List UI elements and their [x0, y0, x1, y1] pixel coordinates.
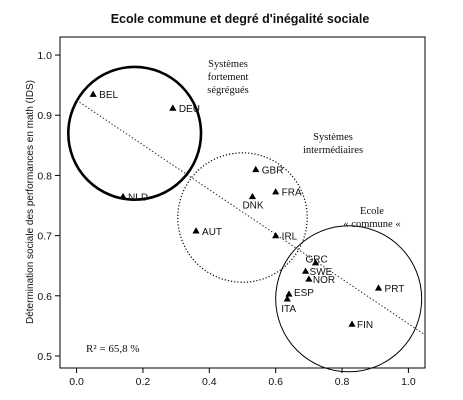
- point-marker-gbr: [252, 165, 260, 173]
- point-label-prt: PRT: [385, 284, 405, 295]
- group-label-0-line-1: fortement: [208, 72, 249, 83]
- point-label-irl: IRL: [282, 232, 298, 243]
- point-marker-bel: [89, 90, 97, 97]
- point-marker-prt: [374, 284, 383, 291]
- point-label-nor: NOR: [313, 275, 335, 286]
- point-marker-irl: [272, 232, 280, 239]
- group-label-1-line-1: intermédiaires: [303, 145, 363, 156]
- point-marker-grc: [311, 259, 320, 266]
- point-marker-deu: [169, 104, 177, 111]
- x-tick-label-4: 0.8: [335, 376, 350, 388]
- y-tick-label-2: 0.7: [37, 231, 52, 243]
- point-marker-swe: [301, 267, 310, 274]
- point-label-fin: FIN: [357, 320, 373, 331]
- point-label-bel: BEL: [99, 90, 118, 101]
- point-marker-dnk: [248, 192, 257, 200]
- group-label-2-line-0: Ecole: [360, 206, 384, 217]
- point-marker-nor: [305, 275, 313, 282]
- regression-line: [76, 99, 426, 336]
- point-marker-ita: [283, 295, 291, 302]
- point-label-dnk: DNK: [242, 200, 263, 211]
- y-axis: 0.5 0.6 0.7 0.8 0.9 1.0: [37, 50, 60, 363]
- point-marker-aut: [192, 227, 200, 234]
- x-tick-label-2: 0.4: [202, 376, 217, 388]
- point-label-ita: ITA: [281, 304, 296, 315]
- point-marker-esp: [285, 290, 293, 297]
- y-tick-label-1: 0.6: [37, 291, 52, 303]
- point-marker-fin: [348, 320, 356, 327]
- x-tick-label-0: 0.0: [69, 376, 84, 388]
- x-tick-label-1: 0.2: [136, 376, 151, 388]
- point-label-aut: AUT: [202, 227, 222, 238]
- point-label-esp: ESP: [294, 288, 314, 299]
- y-tick-label-0: 0.5: [37, 351, 52, 363]
- point-label-gbr: GBR: [262, 165, 284, 176]
- point-label-fra: FRA: [282, 188, 302, 199]
- group-circle-1: [177, 152, 308, 283]
- group-circles: Systèmes fortement ségrégués Systèmes interm…: [66, 59, 423, 373]
- point-marker-nld: [119, 192, 127, 200]
- point-label-deu: DEU: [179, 104, 200, 115]
- point-marker-fra: [272, 188, 280, 195]
- regression-line-layer: [76, 99, 426, 336]
- y-axis-label: Détermination sociale des performances e…: [25, 80, 36, 324]
- x-tick-label-3: 0.6: [268, 376, 283, 388]
- group-label-2-line-1: « commune «: [343, 219, 400, 230]
- point-label-grc: GRC: [306, 255, 328, 266]
- point-label-swe: SWE: [310, 267, 333, 278]
- group-circle-0: [66, 65, 203, 201]
- group-label-1-line-0: Systèmes: [313, 132, 353, 143]
- group-label-0-line-2: ségrégués: [207, 85, 248, 96]
- y-tick-label-4: 0.9: [37, 110, 52, 122]
- r-squared-annotation: R² = 65,8 %: [86, 343, 140, 355]
- group-label-0-line-0: Systèmes: [208, 59, 248, 70]
- plot-frame: [59, 36, 426, 369]
- group-circle-2: [275, 225, 423, 373]
- x-axis: 0.0 0.2 0.4 0.6 0.8 1.0: [69, 368, 416, 388]
- y-tick-label-3: 0.8: [37, 170, 52, 182]
- chart-title: Ecole commune et degré d'inégalité socia…: [111, 12, 370, 26]
- point-label-nld: NLD: [128, 192, 148, 203]
- y-tick-label-5: 1.0: [37, 50, 52, 62]
- x-tick-label-5: 1.0: [401, 376, 416, 388]
